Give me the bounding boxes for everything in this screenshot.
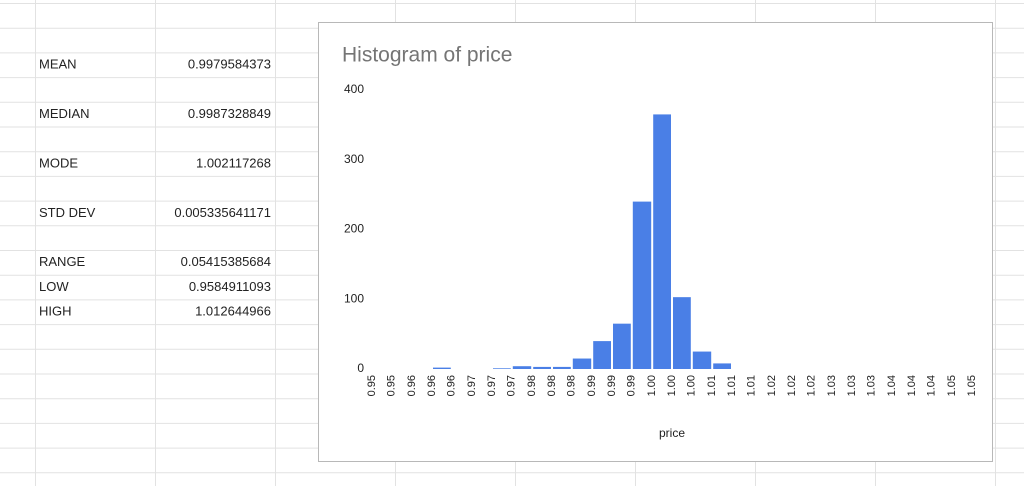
stat-label: STD DEV — [39, 205, 96, 220]
x-tick-label: 1.04 — [906, 375, 918, 396]
x-tick-label: 1.05 — [946, 375, 958, 396]
x-tick-label: 0.96 — [446, 375, 458, 396]
bar — [673, 297, 691, 369]
stat-value: 0.9979584373 — [188, 57, 271, 72]
x-tick-label: 0.96 — [426, 375, 438, 396]
x-tick-label: 1.04 — [886, 375, 898, 396]
x-tick-label: 0.97 — [506, 375, 518, 396]
stat-value: 1.012644966 — [195, 304, 271, 319]
stat-value: 0.9584911093 — [189, 279, 271, 294]
x-tick-label: 0.98 — [526, 375, 538, 396]
x-tick-label: 1.00 — [646, 375, 658, 396]
y-tick-label: 200 — [344, 222, 364, 236]
x-tick-label: 0.98 — [566, 375, 578, 396]
x-tick-label: 0.99 — [626, 375, 638, 396]
y-tick-label: 100 — [344, 291, 364, 305]
bar — [613, 323, 631, 369]
x-tick-label: 1.02 — [786, 375, 798, 396]
cells: MEAN 0.9979584373 MEDIAN 0.9987328849 MODE 1.… — [39, 57, 271, 319]
x-tick-label: 1.02 — [766, 375, 778, 396]
x-tick-label: 1.01 — [746, 375, 758, 396]
y-tick-label: 0 — [357, 361, 364, 375]
x-tick-label: 1.03 — [846, 375, 858, 396]
x-tick-label: 0.99 — [586, 375, 598, 396]
stat-value: 0.9987328849 — [188, 106, 271, 121]
bar — [593, 341, 611, 369]
x-tick-label: 1.05 — [966, 375, 978, 396]
x-tick-label: 1.01 — [726, 375, 738, 396]
stat-label: LOW — [39, 279, 69, 294]
chart-title: Histogram of price — [342, 44, 512, 67]
bar — [632, 201, 652, 369]
y-tick-label: 300 — [344, 152, 364, 166]
x-tick-label: 1.02 — [806, 375, 818, 396]
bar — [653, 114, 671, 369]
bar — [713, 363, 731, 369]
x-axis-label: price — [659, 426, 685, 440]
x-tick-label: 0.95 — [386, 375, 398, 396]
stat-label: MEAN — [39, 57, 77, 72]
stat-value: 1.002117268 — [196, 155, 271, 170]
x-tick-label: 0.96 — [406, 375, 418, 396]
x-tick-label: 0.97 — [466, 375, 478, 396]
bar — [493, 368, 511, 369]
plot: 0 100 200 300 400 0.95 0.95 0.96 0.96 0.96 0.97 0.9… — [344, 82, 978, 396]
bar — [553, 366, 571, 369]
stat-value: 0.005335641171 — [174, 205, 271, 220]
stat-label: MODE — [39, 155, 78, 170]
y-tick-label: 400 — [344, 82, 364, 96]
x-tick-label: 1.01 — [706, 375, 718, 396]
x-tick-label: 1.04 — [926, 375, 938, 396]
x-tick-label: 1.03 — [826, 375, 838, 396]
x-tick-label: 0.97 — [486, 375, 498, 396]
bar — [572, 358, 592, 369]
bar — [692, 351, 712, 369]
bar — [433, 367, 451, 369]
x-tick-label: 1.00 — [666, 375, 678, 396]
stat-label: RANGE — [39, 254, 86, 269]
stat-label: HIGH — [39, 304, 72, 319]
x-tick-label: 0.99 — [606, 375, 618, 396]
x-tick-label: 1.00 — [686, 375, 698, 396]
x-tick-label: 0.98 — [546, 375, 558, 396]
x-tick-label: 0.95 — [366, 375, 378, 396]
bar — [512, 366, 532, 369]
stat-label: MEDIAN — [39, 106, 90, 121]
x-tick-label: 1.03 — [866, 375, 878, 396]
stat-value: 0.05415385684 — [181, 254, 271, 269]
bar — [533, 366, 551, 369]
